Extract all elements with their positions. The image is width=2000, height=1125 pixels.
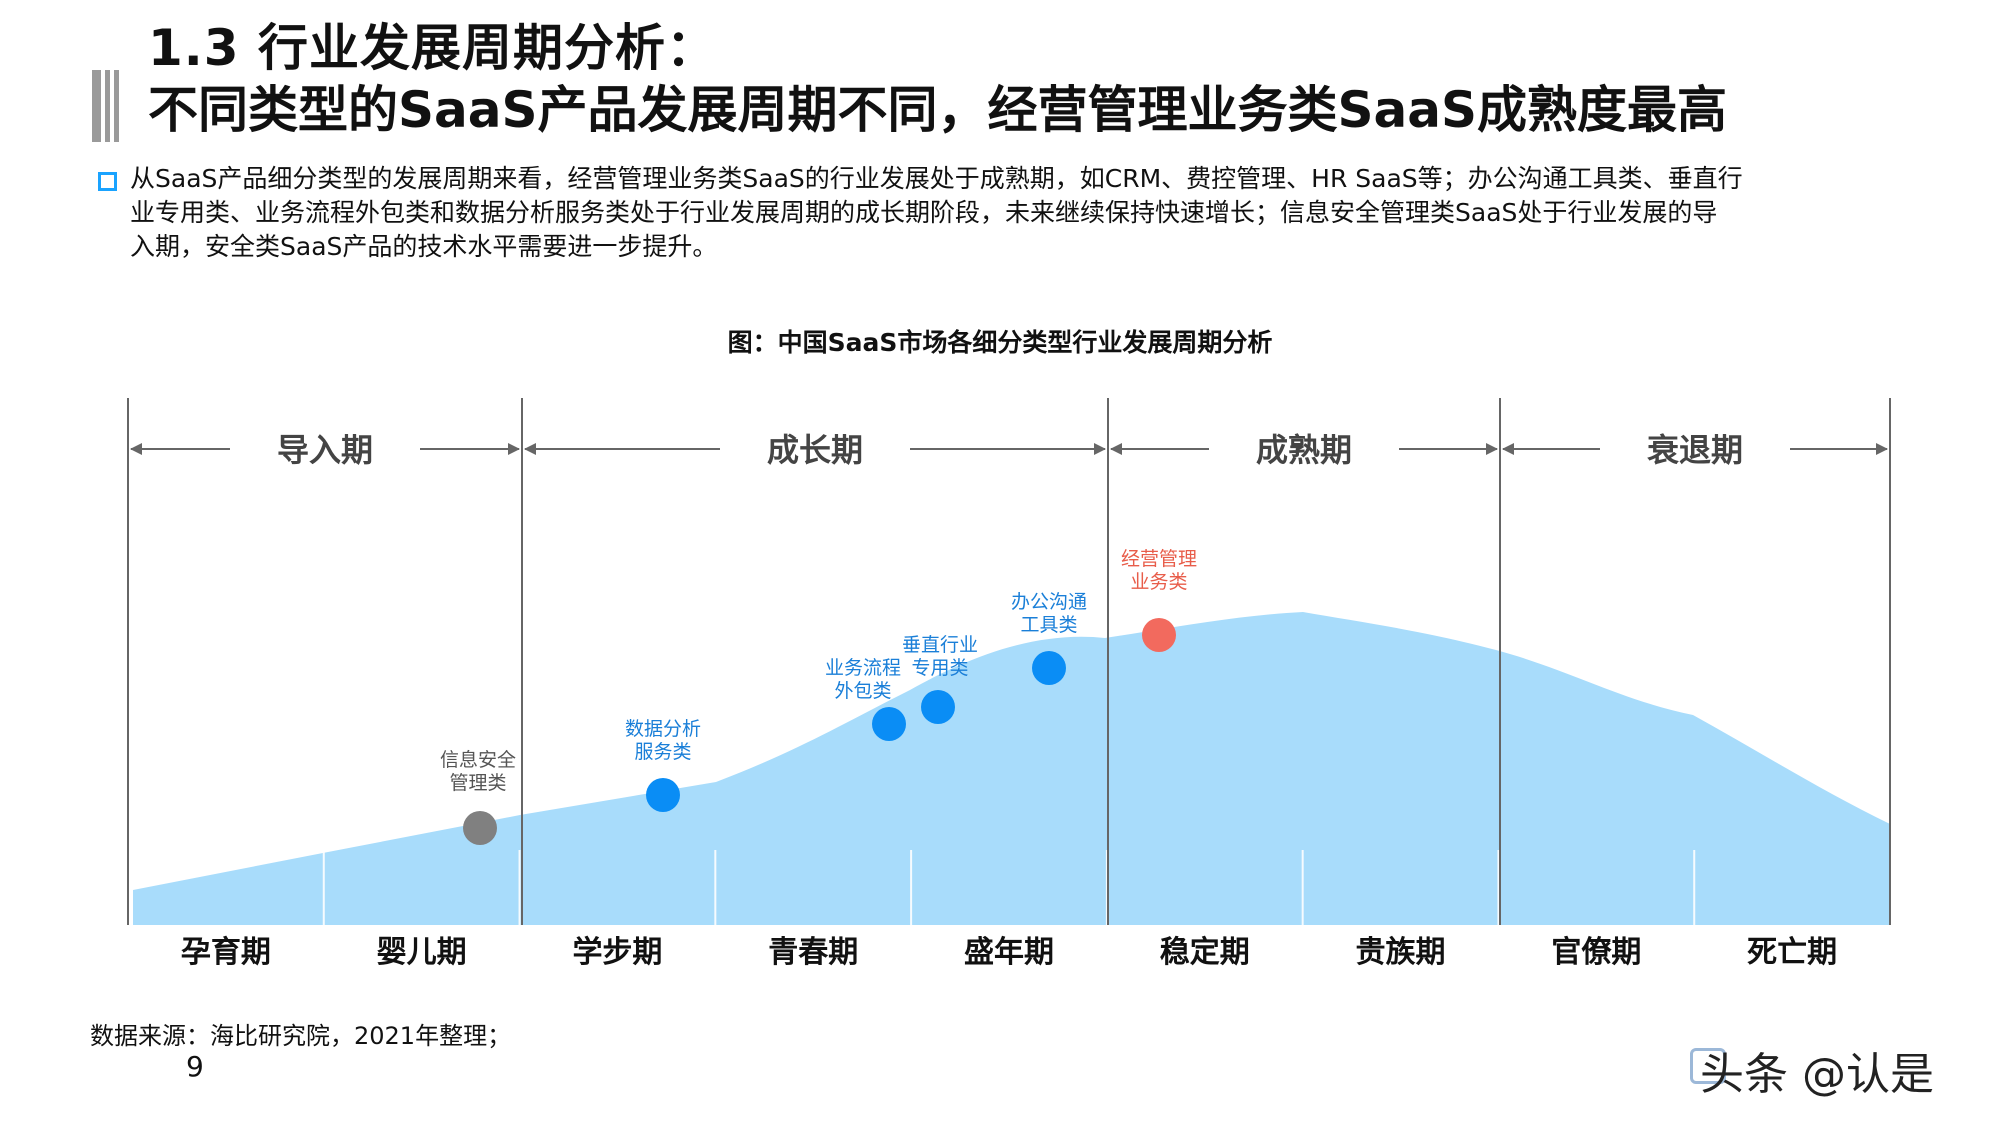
category-label: 垂直行业 (902, 634, 978, 656)
category-label: 信息安全 (440, 749, 516, 771)
phase-label: 成长期 (767, 431, 863, 469)
figure-title: 图：中国SaaS市场各细分类型行业发展周期分析 (727, 328, 1273, 357)
stage-label: 青春期 (768, 935, 858, 970)
description-line: 业专用类、业务流程外包类和数据分析服务类处于行业发展周期的成长期阶段，未来继续保… (130, 198, 1718, 227)
category-label: 工具类 (1020, 614, 1077, 636)
category-point (1142, 618, 1176, 652)
category-point (872, 707, 906, 741)
category-label: 办公沟通 (1011, 591, 1087, 613)
stage-label: 婴儿期 (377, 935, 467, 970)
phase-label: 成熟期 (1256, 431, 1352, 469)
description-paragraph: 从SaaS产品细分类型的发展周期来看，经营管理业务类SaaS的行业发展处于成熟期… (130, 162, 1910, 264)
description-line: 入期，安全类SaaS产品的技术水平需要进一步提升。 (130, 232, 718, 261)
category-label: 业务流程 (825, 657, 901, 679)
category-point (921, 690, 955, 724)
stage-label: 稳定期 (1160, 935, 1250, 970)
page-title-line2: 不同类型的SaaS产品发展周期不同，经营管理业务类SaaS成熟度最高 (148, 81, 1728, 139)
category-point (463, 811, 497, 845)
brand-watermark: 头条 @认是 (1700, 1049, 1934, 1100)
category-label: 外包类 (834, 680, 891, 702)
stage-label: 盛年期 (964, 935, 1054, 970)
page-number: 9 (186, 1050, 204, 1083)
stage-labels: 孕育期 婴儿期 学步期 青春期 盛年期 稳定期 贵族期 官僚期 死亡期 (181, 935, 1837, 970)
phase-label: 导入期 (277, 431, 373, 469)
lifecycle-curve-area (133, 612, 1890, 925)
category-point (646, 778, 680, 812)
category-label: 经营管理 (1121, 548, 1197, 570)
stage-label: 贵族期 (1356, 935, 1446, 970)
category-label: 业务类 (1130, 571, 1187, 593)
stage-dividers (127, 398, 1891, 925)
phase-labels: 导入期 成长期 成熟期 衰退期 (277, 431, 1743, 469)
category-label: 数据分析 (625, 718, 701, 740)
data-source-note: 数据来源：海比研究院，2021年整理； (90, 1022, 512, 1050)
category-point (1032, 651, 1066, 685)
square-bullet-icon (98, 172, 117, 191)
page-title-line1: 1.3 行业发展周期分析： (148, 19, 717, 77)
stage-label: 官僚期 (1551, 935, 1641, 970)
stage-label: 学步期 (572, 935, 662, 970)
stage-label: 死亡期 (1747, 935, 1837, 970)
description-line: 从SaaS产品细分类型的发展周期来看，经营管理业务类SaaS的行业发展处于成熟期… (130, 164, 1743, 193)
phase-label: 衰退期 (1647, 431, 1743, 469)
category-label: 服务类 (634, 741, 691, 763)
title-accent-bars (92, 70, 126, 142)
category-label: 专用类 (911, 657, 968, 679)
brand-logo-icon (1690, 1048, 1726, 1084)
category-label: 管理类 (449, 772, 506, 794)
stage-label: 孕育期 (181, 935, 271, 970)
